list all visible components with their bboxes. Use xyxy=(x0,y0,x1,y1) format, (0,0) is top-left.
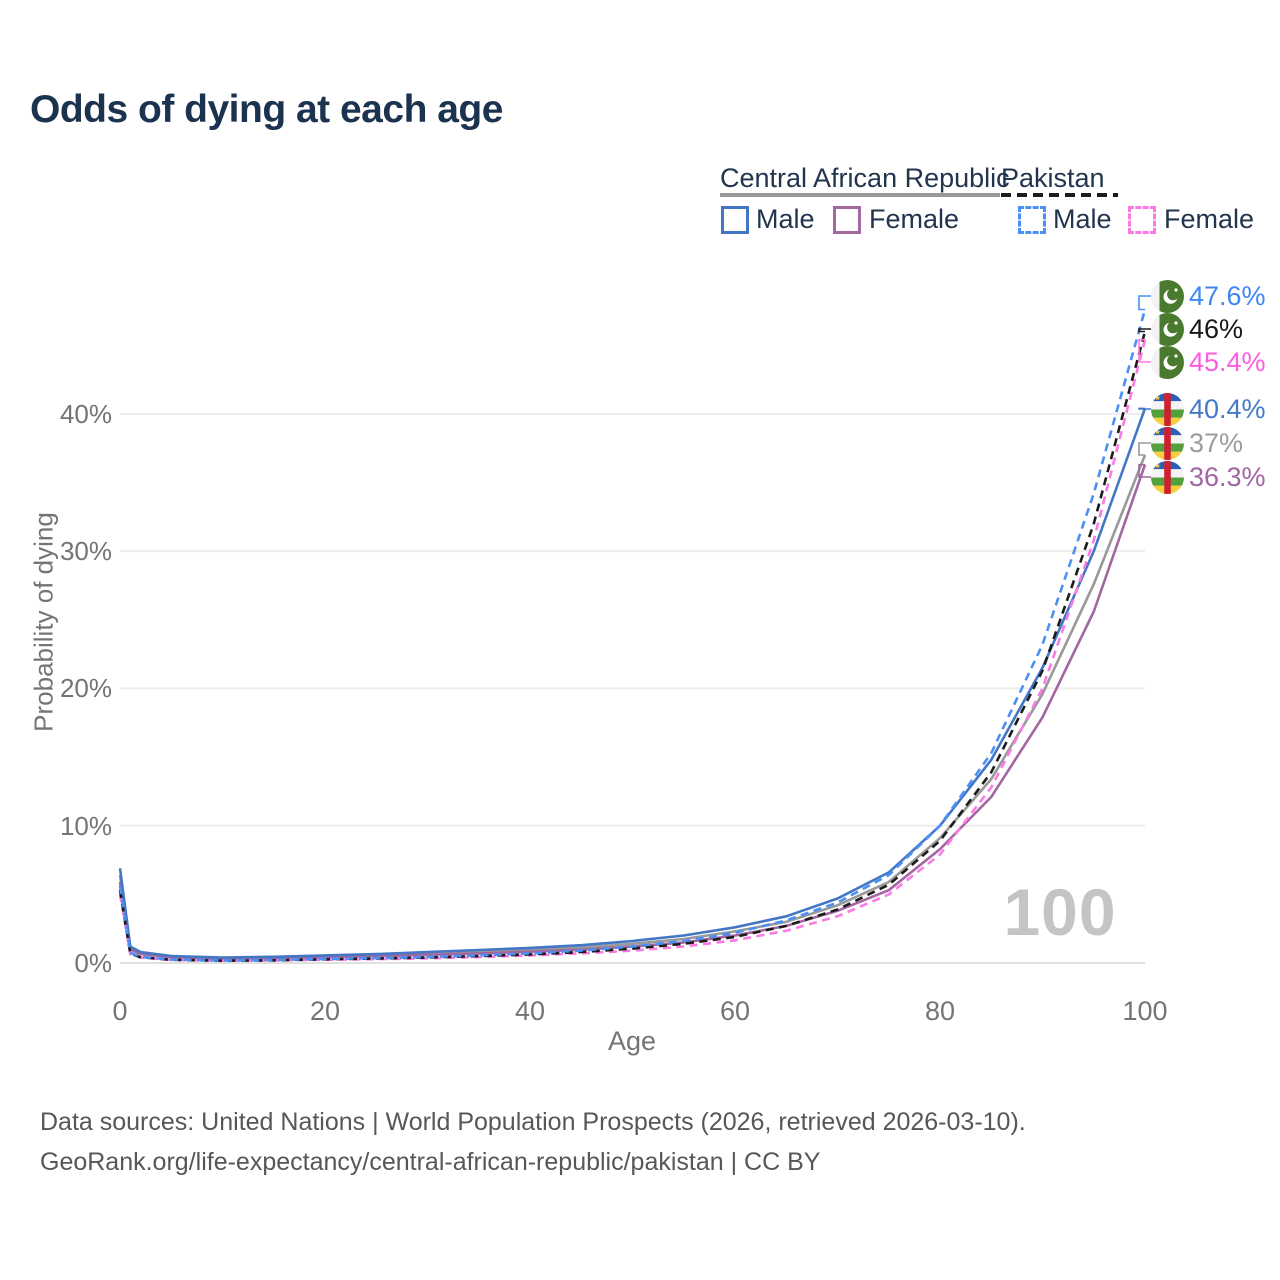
legend-swatch-pakistan-male[interactable] xyxy=(1018,206,1046,234)
x-tick-20: 20 xyxy=(309,996,341,1026)
end-value-pak-male: 47.6% xyxy=(1189,280,1266,311)
legend-swatch-pakistan-female[interactable] xyxy=(1128,206,1156,234)
line-pak-both[interactable] xyxy=(118,331,1147,962)
legend-underline-central-african-republic xyxy=(720,193,1000,197)
x-axis-title: Age xyxy=(607,1026,657,1056)
legend-label-pakistan-male[interactable]: Male xyxy=(1053,204,1112,234)
y-tick-20%: 20% xyxy=(59,673,112,704)
y-tick-40%: 40% xyxy=(59,398,112,429)
end-value-pak-female: 45.4% xyxy=(1189,346,1266,377)
x-tick-60: 60 xyxy=(719,996,751,1026)
end-value-pak-both: 46% xyxy=(1189,313,1244,344)
legend-swatch-car-female[interactable] xyxy=(833,206,861,234)
central-african-republic-flag-icon xyxy=(1151,426,1184,460)
legend-group-central-african-republic: Central African Republic xyxy=(720,163,1010,193)
footer-data-sources: Data sources: United Nations | World Pop… xyxy=(40,1108,1026,1136)
y-tick-10%: 10% xyxy=(59,810,112,841)
legend-swatch-car-male[interactable] xyxy=(721,206,749,234)
pakistan-flag-icon xyxy=(1151,312,1184,346)
end-label-car-both: 37% xyxy=(1151,426,1244,460)
line-car-both[interactable] xyxy=(118,454,1147,960)
legend-label-car-male[interactable]: Male xyxy=(756,204,815,234)
end-value-car-female: 36.3% xyxy=(1189,461,1266,492)
connector-car-both xyxy=(1138,442,1151,456)
x-tick-100: 100 xyxy=(1122,996,1168,1026)
central-african-republic-flag-icon xyxy=(1151,460,1184,494)
y-axis-title: Probability of dying xyxy=(28,512,59,732)
page-title: Odds of dying at each age xyxy=(30,88,503,131)
end-value-car-both: 37% xyxy=(1189,427,1244,458)
end-label-pak-male: 47.6% xyxy=(1151,279,1266,313)
x-tick-40: 40 xyxy=(514,996,546,1026)
end-label-pak-female: 45.4% xyxy=(1151,345,1266,379)
age-watermark: 100 xyxy=(1003,875,1117,949)
end-label-car-male: 40.4% xyxy=(1151,392,1266,426)
legend-label-pakistan-female[interactable]: Female xyxy=(1164,204,1255,234)
line-car-female[interactable] xyxy=(118,464,1147,960)
line-pak-female[interactable] xyxy=(118,339,1147,963)
y-tick-30%: 30% xyxy=(59,536,112,567)
y-tick-0%: 0% xyxy=(74,948,112,978)
end-label-pak-both: 46% xyxy=(1151,312,1244,346)
legend-group-pakistan: Pakistan xyxy=(1001,163,1105,193)
end-value-car-male: 40.4% xyxy=(1189,393,1266,424)
connector-pak-male xyxy=(1138,295,1151,311)
x-tick-80: 80 xyxy=(924,996,956,1026)
x-tick-0: 0 xyxy=(112,996,128,1026)
legend-label-car-female[interactable]: Female xyxy=(869,204,960,234)
line-pak-male[interactable] xyxy=(118,309,1147,962)
pakistan-flag-icon xyxy=(1151,345,1184,379)
line-car-male[interactable] xyxy=(118,407,1147,959)
central-african-republic-flag-icon xyxy=(1151,392,1184,426)
pakistan-flag-icon xyxy=(1151,279,1184,313)
end-label-car-female: 36.3% xyxy=(1151,460,1266,494)
legend-underline-pakistan xyxy=(1001,193,1118,197)
footer-attribution[interactable]: GeoRank.org/life-expectancy/central-afri… xyxy=(40,1148,821,1176)
